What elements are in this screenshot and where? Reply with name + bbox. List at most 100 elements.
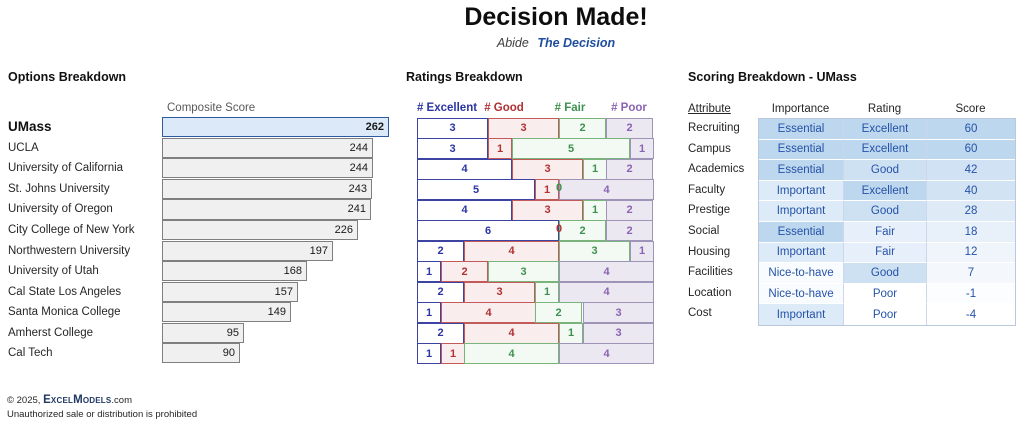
attribute-label: Prestige (688, 204, 731, 217)
option-row: Cal State Los Angeles 157 (8, 281, 400, 303)
copyright-prefix: © 2025, (7, 395, 44, 406)
legend-excellent: # Excellent (416, 102, 478, 114)
scoring-row: Important Excellent 40 (759, 180, 1015, 202)
attribute-label: Recruiting (688, 122, 740, 134)
ratings-section-title: Ratings Breakdown (406, 70, 523, 84)
importance-cell: Essential (759, 119, 844, 140)
rating-segment: 1 (583, 158, 607, 180)
rating-segment: 3 (464, 281, 535, 303)
composite-score-bar: 243 (162, 178, 372, 200)
footer: © 2025, ExcelModels.com Unauthorized sal… (7, 394, 197, 421)
rating-cell: Good (844, 201, 927, 222)
composite-score-value: 90 (222, 347, 235, 360)
option-label: Amherst College (8, 326, 94, 339)
importance-cell: Essential (759, 139, 844, 161)
scoring-breakdown-section: Scoring Breakdown - UMass Attribute Impo… (688, 70, 1018, 360)
rating-segment: 2 (535, 302, 582, 324)
rating-segment: 3 (512, 158, 583, 180)
ratings-breakdown-section: Ratings Breakdown # Excellent # Good # F… (406, 70, 676, 390)
composite-score-bar: 244 (162, 158, 373, 179)
scoring-row: Nice-to-have Good 7 (759, 263, 1015, 284)
scoring-cells: Essential Excellent 60 Essential Excellent 60… (758, 118, 1016, 326)
rating-segment: 1 (417, 343, 441, 365)
rating-segment: 2 (559, 117, 606, 139)
column-header-rating: Rating (867, 103, 902, 115)
importance-cell: Nice-to-have (759, 283, 844, 305)
option-row: Cal Tech 90 (8, 343, 400, 364)
subtitle-prefix: Abide (496, 36, 529, 50)
copyright-line: © 2025, ExcelModels.com (7, 394, 197, 408)
option-label: City College of New York (8, 223, 135, 236)
scoring-row: Essential Excellent 60 (759, 119, 1015, 140)
rating-segment: 5 (417, 179, 535, 201)
legend-fair: # Fair (554, 102, 586, 114)
option-label: St. Johns University (8, 182, 110, 195)
attribute-label: Faculty (688, 183, 726, 196)
attribute-label: Cost (688, 307, 712, 320)
rating-segment: 2 (417, 240, 464, 262)
rating-segment: 3 (559, 240, 630, 262)
option-label: University of Oregon (8, 203, 113, 216)
brand-suffix: .com (111, 395, 133, 406)
rating-segment: 4 (559, 261, 654, 283)
option-row: University of Utah 168 (8, 261, 400, 282)
importance-cell: Nice-to-have (759, 263, 844, 284)
column-header-score: Score (955, 103, 986, 115)
importance-cell: Important (759, 201, 844, 222)
scoring-row: Essential Fair 18 (759, 221, 1015, 243)
score-cell: 7 (927, 263, 1015, 284)
option-row: Amherst College 95 (8, 322, 400, 344)
scoring-attributes: Recruiting Campus Academics Faculty Prestige… (688, 118, 744, 324)
option-label: UCLA (8, 141, 39, 154)
rating-segment: 4 (441, 302, 536, 324)
composite-score-bar: 226 (162, 219, 358, 241)
score-cell: 60 (927, 119, 1015, 140)
importance-cell: Essential (759, 221, 844, 243)
rating-segment: 1 (441, 343, 465, 365)
rating-cell: Good (844, 263, 927, 284)
legend-good: # Good (484, 102, 524, 114)
rating-segment: 1 (630, 240, 654, 262)
rating-segment: 1 (559, 322, 583, 344)
option-label: Northwestern University (8, 244, 131, 257)
score-cell: 60 (927, 139, 1015, 161)
composite-score-bar: 262 (162, 117, 389, 138)
option-label: Santa Monica College (8, 306, 121, 319)
rating-cell: Good (844, 160, 927, 181)
attribute-label: Social (688, 224, 720, 237)
score-cell: 28 (927, 201, 1015, 222)
rating-segment: 2 (606, 117, 653, 139)
legend-poor: # Poor (611, 102, 647, 114)
composite-score-value: 262 (365, 121, 384, 134)
rating-segment: 3 (512, 199, 583, 221)
rating-segment: 1 (488, 138, 512, 160)
composite-score-bar: 149 (162, 302, 291, 323)
option-label: UMass (8, 119, 52, 135)
rating-segment: 3 (417, 138, 488, 160)
scoring-section-title: Scoring Breakdown - UMass (688, 70, 857, 84)
composite-score-value: 244 (349, 141, 368, 154)
composite-score-value: 241 (347, 203, 366, 216)
attribute-label: Academics (688, 163, 745, 176)
rating-cell: Excellent (844, 119, 927, 140)
subtitle-emphasis: The Decision (537, 36, 616, 50)
option-row: University of California 244 (8, 158, 400, 179)
attribute-label: Location (688, 286, 732, 299)
importance-cell: Important (759, 304, 844, 325)
brand-name: ExcelModels (43, 394, 112, 406)
rating-segment: 3 (583, 322, 654, 344)
composite-score-bar: 197 (162, 240, 333, 261)
rating-cell: Excellent (844, 180, 927, 202)
importance-cell: Important (759, 180, 844, 202)
composite-score-bar: 157 (162, 281, 298, 302)
composite-score-bar: 90 (162, 343, 240, 364)
attribute-label: Housing (688, 245, 731, 258)
rating-segment: 4 (559, 179, 654, 201)
score-cell: 42 (927, 160, 1015, 181)
